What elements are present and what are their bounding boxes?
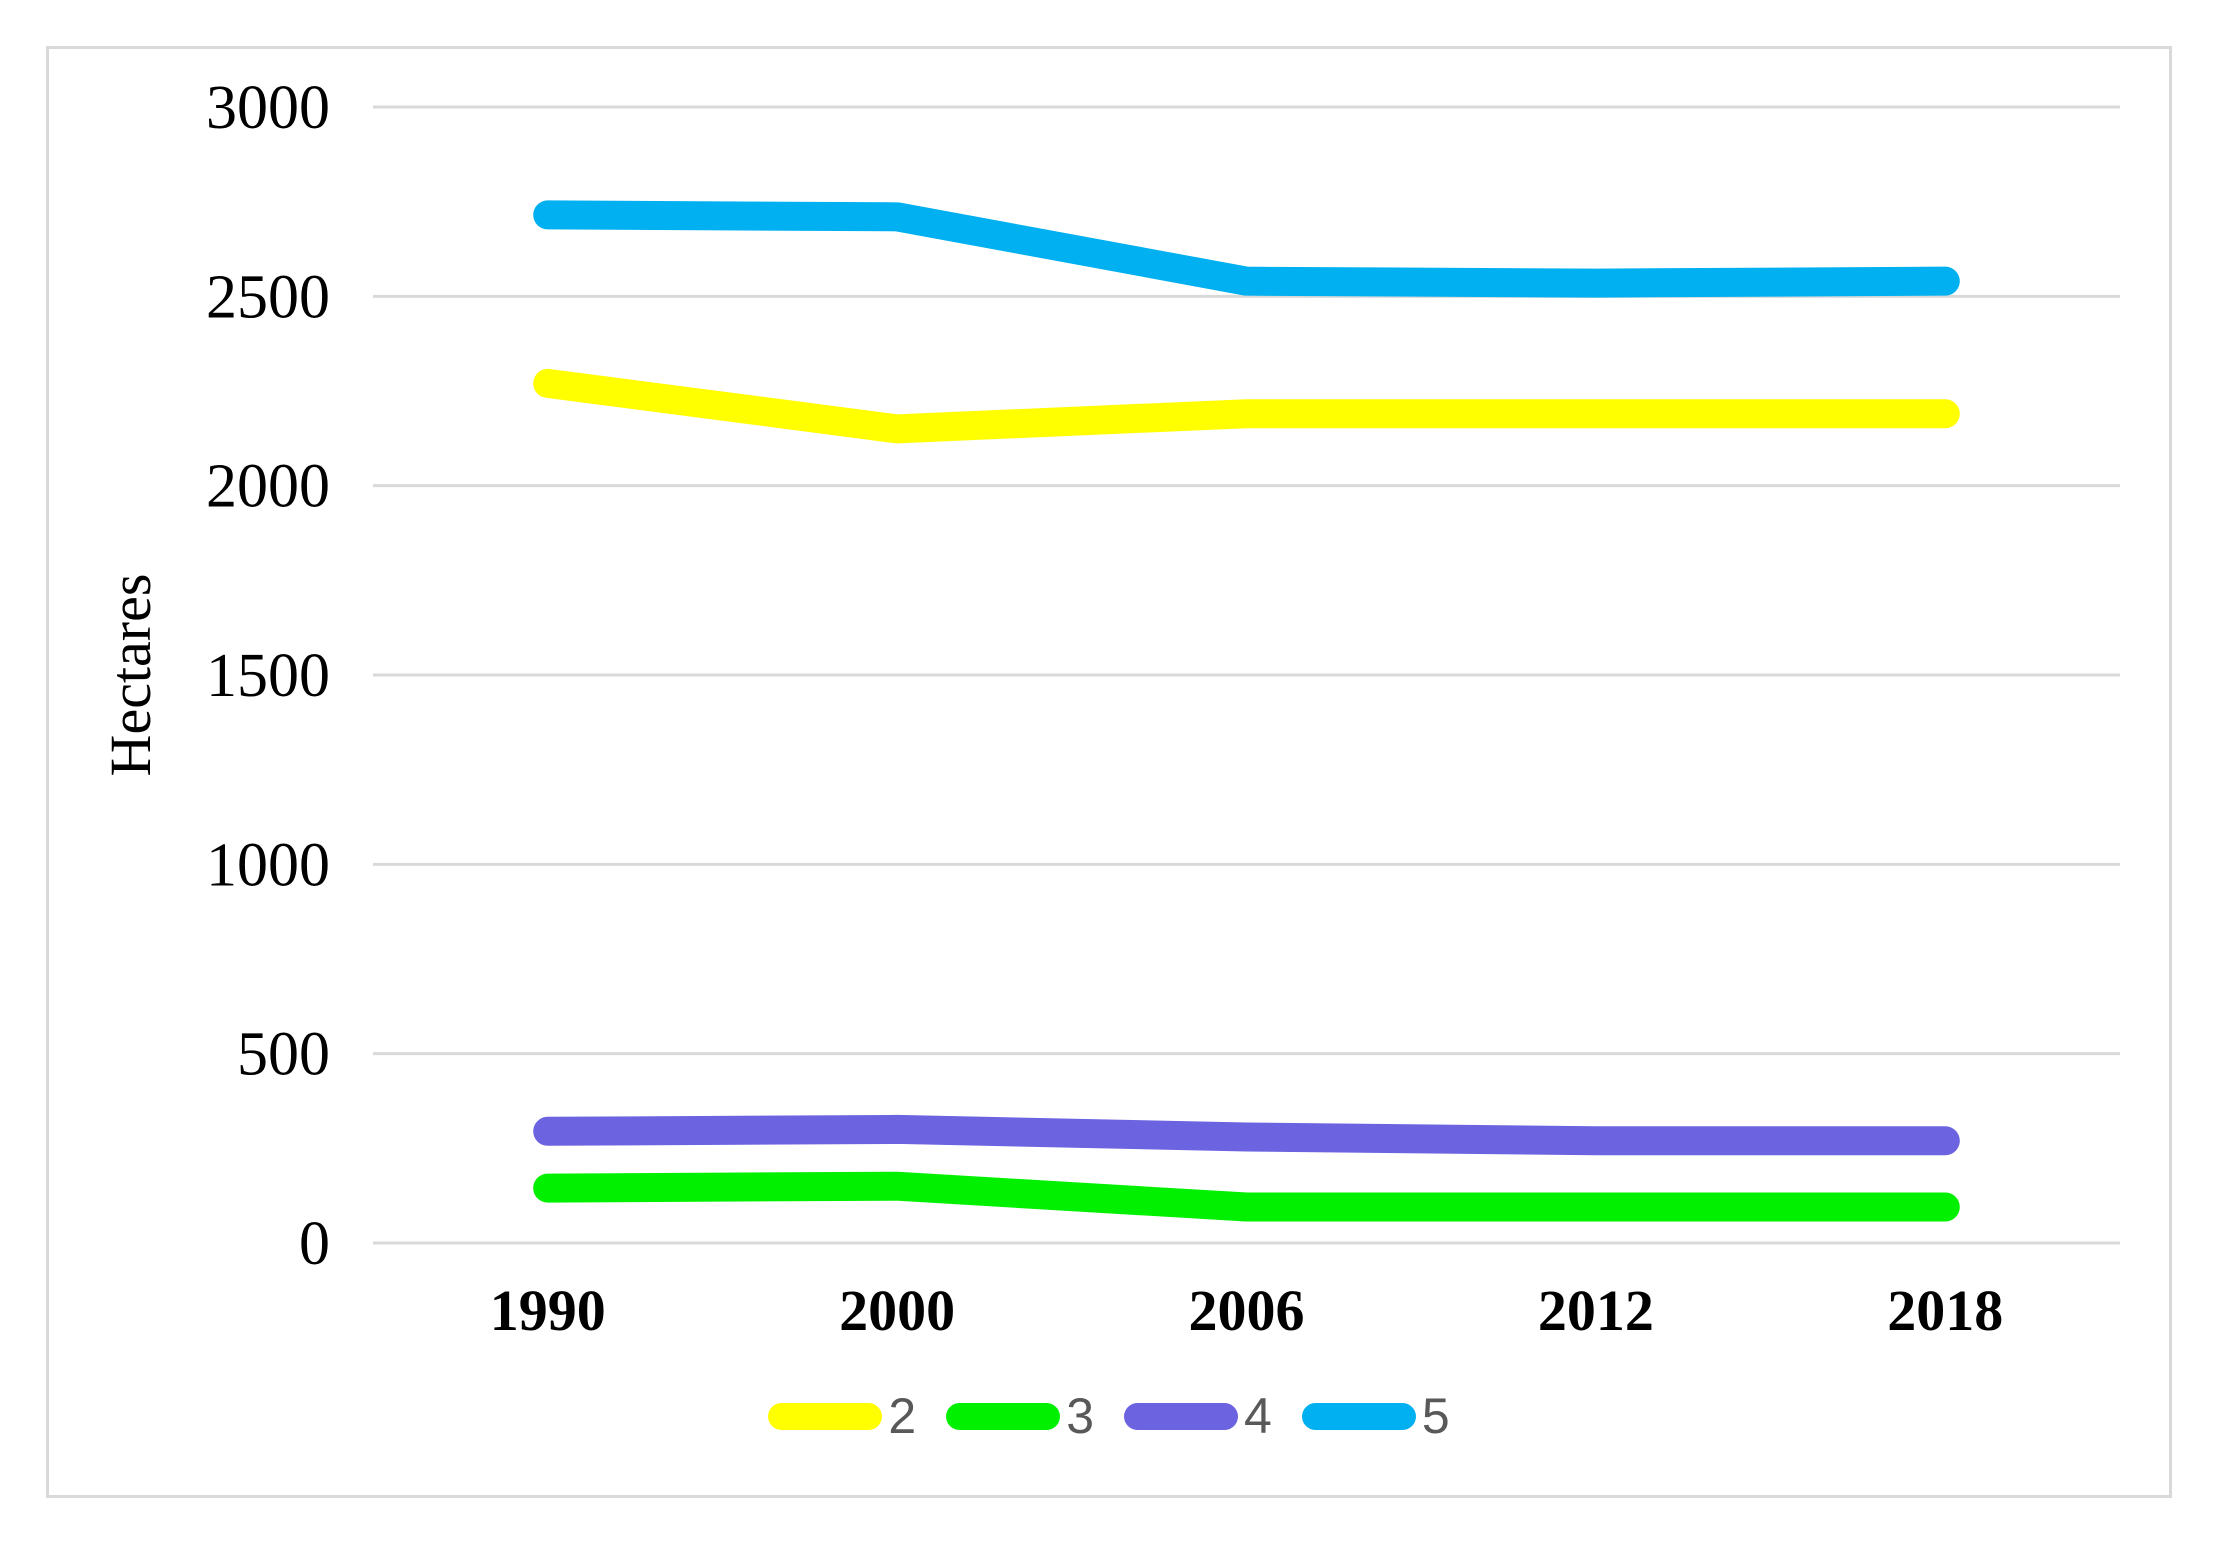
y-axis-title: Hectares [98, 574, 163, 777]
x-axis-tick-labels: 1990 2000 2006 2012 2018 [490, 1278, 2004, 1343]
x-tick-label: 2000 [839, 1278, 955, 1343]
series-line-3 [533, 1171, 1960, 1222]
x-tick-label: 2018 [1887, 1278, 2003, 1343]
x-tick-label: 1990 [490, 1278, 606, 1343]
y-axis-tick-labels: 0 500 1000 1500 2000 2500 3000 [206, 74, 330, 1278]
legend-item-4: 4 [1124, 1390, 1272, 1442]
series-line-5 [533, 200, 1960, 298]
x-tick-label: 2012 [1538, 1278, 1654, 1343]
series-line-4 [533, 1114, 1960, 1156]
legend-swatch-icon [1301, 1402, 1416, 1430]
legend-label: 5 [1421, 1388, 1450, 1444]
legend-label: 4 [1244, 1388, 1272, 1444]
legend-swatch-icon [1124, 1402, 1238, 1430]
y-tick-label: 1500 [206, 642, 330, 710]
y-tick-label: 2500 [206, 263, 330, 331]
legend-swatch-icon [768, 1402, 883, 1430]
chart-legend: 2 3 4 5 [46, 1390, 2172, 1442]
gridlines [373, 105, 2120, 1245]
legend-label: 3 [1066, 1388, 1094, 1444]
legend-label: 2 [888, 1388, 917, 1444]
y-tick-label: 1000 [206, 831, 330, 899]
y-tick-label: 500 [237, 1021, 330, 1089]
y-tick-label: 0 [299, 1210, 330, 1278]
series-lines [533, 200, 1960, 1222]
y-tick-label: 3000 [206, 74, 330, 142]
legend-item-2: 2 [768, 1390, 916, 1442]
legend-swatch-icon [946, 1402, 1061, 1430]
legend-item-5: 5 [1301, 1388, 1450, 1444]
x-tick-label: 2006 [1189, 1278, 1305, 1343]
legend-item-3: 3 [946, 1390, 1094, 1442]
y-tick-label: 2000 [206, 453, 330, 521]
series-line-2 [533, 368, 1960, 444]
